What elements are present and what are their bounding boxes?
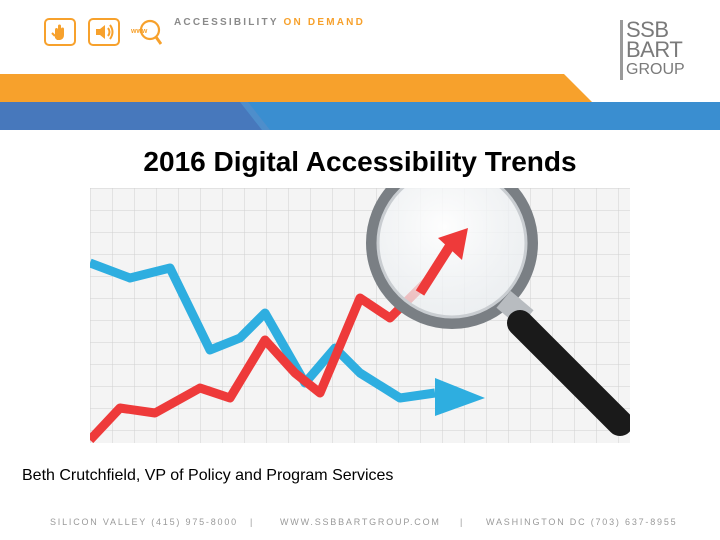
slide-subtitle: Beth Crutchfield, VP of Policy and Progr… — [22, 467, 394, 484]
footer: SILICON VALLEY (415) 975-8000 | WWW.SSBB… — [0, 517, 720, 533]
footer-silicon-valley: SILICON VALLEY (415) 975-8000 — [50, 517, 238, 527]
footer-washington: WASHINGTON DC (703) 637-8955 — [486, 517, 678, 527]
trend-chart-image — [90, 188, 630, 443]
footer-separator: | — [460, 517, 465, 527]
header-banner — [0, 74, 720, 130]
hand-icon — [44, 18, 76, 46]
logo-line-group: GROUP — [626, 61, 685, 78]
red-trend-line — [90, 274, 434, 443]
speaker-icon — [88, 18, 120, 46]
logo-line-ssb: SSB — [626, 17, 669, 42]
ssb-bart-group-logo: SSB BART GROUP — [620, 17, 696, 80]
tagline-on-demand: ON DEMAND — [283, 17, 365, 28]
tagline: ACCESSIBILITY ON DEMAND — [174, 17, 365, 28]
www-icon: www — [130, 18, 162, 46]
blue-trend-line — [90, 258, 436, 403]
magnifying-glass — [366, 188, 630, 436]
footer-website-link[interactable]: WWW.SSBBARTGROUP.COM — [280, 517, 441, 527]
tagline-accessibility: ACCESSIBILITY — [174, 17, 279, 28]
slide-title: 2016 Digital Accessibility Trends — [143, 146, 577, 177]
blue-arrow-head — [435, 378, 485, 416]
www-icon-text: www — [130, 28, 148, 35]
logo-bar — [620, 20, 623, 80]
logo-line-bart: BART — [626, 37, 683, 62]
footer-separator: | — [250, 517, 255, 527]
